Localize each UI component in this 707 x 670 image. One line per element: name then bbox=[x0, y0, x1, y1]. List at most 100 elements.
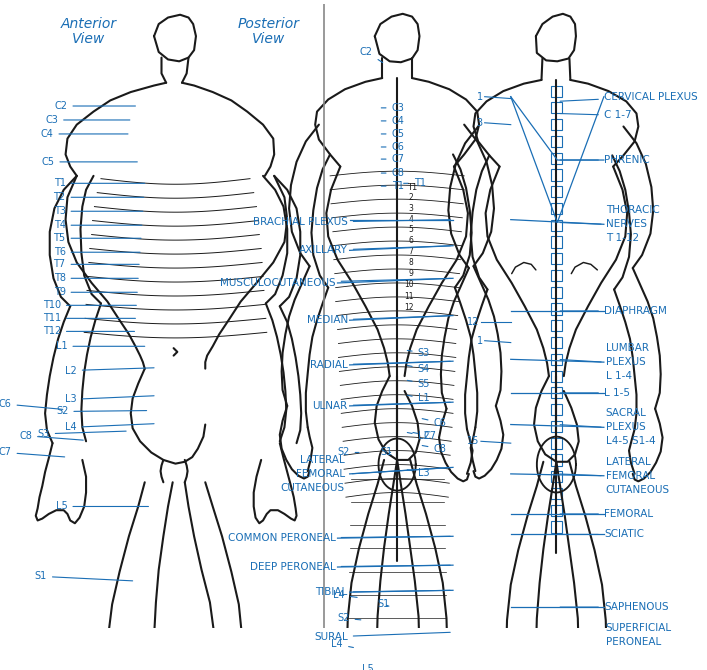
Bar bbox=[551, 438, 562, 449]
Text: MEDIAN: MEDIAN bbox=[307, 315, 450, 325]
Text: S4: S4 bbox=[407, 364, 430, 374]
Text: C5: C5 bbox=[42, 157, 137, 167]
Text: L3: L3 bbox=[407, 468, 429, 478]
Text: L4: L4 bbox=[332, 639, 354, 649]
Text: LATERAL: LATERAL bbox=[300, 455, 345, 465]
Text: C8: C8 bbox=[19, 431, 83, 441]
Text: 8: 8 bbox=[409, 258, 413, 267]
Text: TIBIAL: TIBIAL bbox=[315, 587, 450, 597]
Text: T1: T1 bbox=[407, 182, 418, 192]
Text: PLEXUS: PLEXUS bbox=[606, 357, 645, 367]
Text: Posterior: Posterior bbox=[238, 17, 300, 31]
Bar bbox=[551, 136, 562, 147]
Text: FEMORAL: FEMORAL bbox=[606, 471, 655, 481]
Text: L2: L2 bbox=[407, 431, 429, 441]
Bar bbox=[551, 337, 562, 348]
Text: ULNAR: ULNAR bbox=[312, 401, 450, 411]
Bar bbox=[551, 304, 562, 315]
Bar bbox=[551, 153, 562, 163]
Text: DEEP PERONEAL: DEEP PERONEAL bbox=[250, 562, 450, 572]
Bar bbox=[551, 471, 562, 482]
Text: MUSCULOCUTANEOUS: MUSCULOCUTANEOUS bbox=[220, 278, 450, 288]
Text: 5: 5 bbox=[409, 225, 413, 234]
Bar bbox=[551, 371, 562, 382]
Text: View: View bbox=[252, 32, 285, 46]
Text: 1: 1 bbox=[477, 92, 483, 102]
Bar bbox=[551, 354, 562, 365]
Text: T5: T5 bbox=[54, 233, 141, 243]
Text: PHRENIC: PHRENIC bbox=[560, 155, 650, 165]
Text: S1: S1 bbox=[35, 572, 133, 582]
Text: NERVES: NERVES bbox=[606, 219, 647, 229]
Text: SACRAL: SACRAL bbox=[606, 408, 647, 418]
Bar bbox=[551, 170, 562, 180]
Text: 10: 10 bbox=[404, 280, 414, 289]
Text: Anterior: Anterior bbox=[61, 17, 117, 31]
Text: C7: C7 bbox=[413, 431, 436, 441]
Text: T3: T3 bbox=[54, 206, 143, 216]
Text: SURAL: SURAL bbox=[314, 632, 450, 642]
Text: 12: 12 bbox=[467, 317, 479, 327]
Text: S3: S3 bbox=[407, 348, 430, 358]
Text: COMMON PERONEAL: COMMON PERONEAL bbox=[228, 533, 450, 543]
Text: C2: C2 bbox=[54, 101, 136, 111]
Text: L 1-5: L 1-5 bbox=[560, 388, 630, 398]
Text: SCIATIC: SCIATIC bbox=[560, 529, 644, 539]
Text: 15: 15 bbox=[467, 436, 479, 446]
Text: C 1-7: C 1-7 bbox=[560, 111, 631, 121]
Text: C7: C7 bbox=[0, 448, 64, 458]
Text: L3: L3 bbox=[65, 395, 154, 405]
Text: T6: T6 bbox=[54, 247, 140, 257]
Text: T1: T1 bbox=[381, 181, 404, 191]
Text: SAPHENOUS: SAPHENOUS bbox=[560, 602, 669, 612]
Text: 4: 4 bbox=[409, 215, 413, 224]
Text: L2: L2 bbox=[65, 366, 154, 375]
Bar bbox=[551, 421, 562, 432]
Text: 6: 6 bbox=[409, 236, 413, 245]
Bar bbox=[551, 119, 562, 130]
Text: C5: C5 bbox=[381, 129, 404, 139]
Text: DIAPHRAGM: DIAPHRAGM bbox=[560, 306, 667, 316]
Bar bbox=[551, 505, 562, 516]
Bar bbox=[551, 454, 562, 466]
Text: S5: S5 bbox=[407, 379, 430, 389]
Text: View: View bbox=[72, 32, 105, 46]
Text: C7: C7 bbox=[381, 154, 404, 164]
Bar bbox=[551, 86, 562, 96]
Text: S2: S2 bbox=[337, 448, 359, 458]
Text: 1: 1 bbox=[477, 336, 483, 346]
Text: C6: C6 bbox=[0, 399, 63, 409]
Bar bbox=[551, 521, 562, 533]
Bar bbox=[551, 237, 562, 248]
Bar bbox=[551, 287, 562, 298]
Text: C4: C4 bbox=[381, 116, 404, 126]
Text: 12: 12 bbox=[404, 303, 414, 312]
Text: T7: T7 bbox=[54, 259, 139, 269]
Text: L1: L1 bbox=[56, 341, 145, 351]
Bar bbox=[551, 404, 562, 415]
Text: C6: C6 bbox=[422, 417, 446, 427]
Text: 3: 3 bbox=[477, 118, 483, 128]
Text: L4-5 S1-4: L4-5 S1-4 bbox=[606, 436, 655, 446]
Text: T4: T4 bbox=[54, 220, 142, 230]
Text: FEMORAL: FEMORAL bbox=[296, 469, 345, 479]
Bar bbox=[551, 488, 562, 499]
Text: S1: S1 bbox=[380, 448, 392, 458]
Text: S2: S2 bbox=[56, 407, 146, 417]
Text: T12: T12 bbox=[42, 326, 134, 336]
Text: CUTANEOUS: CUTANEOUS bbox=[606, 484, 670, 494]
Text: AXILLARY: AXILLARY bbox=[299, 245, 450, 255]
Text: 11: 11 bbox=[404, 291, 414, 301]
Text: S1: S1 bbox=[378, 599, 390, 609]
Bar bbox=[551, 253, 562, 265]
Text: T 1-12: T 1-12 bbox=[606, 233, 639, 243]
Text: C8: C8 bbox=[381, 168, 404, 178]
Text: C3: C3 bbox=[45, 115, 130, 125]
Text: C8: C8 bbox=[422, 444, 446, 454]
Text: PERONEAL: PERONEAL bbox=[606, 636, 661, 647]
Text: 3: 3 bbox=[409, 204, 413, 213]
Text: CUTANEOUS: CUTANEOUS bbox=[281, 483, 345, 493]
Text: T10: T10 bbox=[43, 300, 136, 310]
Bar bbox=[551, 320, 562, 332]
Text: L4: L4 bbox=[333, 590, 357, 600]
